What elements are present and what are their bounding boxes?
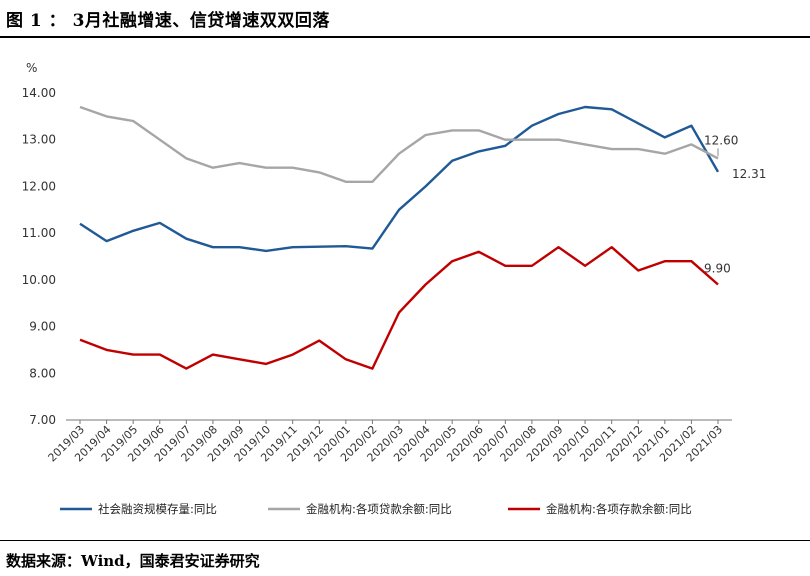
legend-label-1: 金融机构:各项贷款余额:同比 — [306, 502, 452, 516]
y-tick-label: 14.00 — [22, 86, 56, 100]
y-tick-label: 8.00 — [29, 366, 56, 380]
source-divider — [0, 540, 810, 541]
series-line-0 — [79, 105, 720, 253]
y-tick-label: 12.00 — [22, 179, 56, 193]
annotation-label: 12.60 — [704, 133, 738, 147]
legend: 社会融资规模存量:同比 金融机构:各项贷款余额:同比 金融机构:各项存款余额:同比 — [60, 502, 692, 516]
value-annotations: 12.60 12.31 9.90 — [704, 133, 766, 275]
annotation-label: 12.31 — [732, 167, 766, 181]
y-tick-label: 9.00 — [29, 320, 56, 334]
series-line-1 — [79, 105, 719, 184]
y-tick-label: 7.00 — [29, 413, 56, 427]
x-axis-ticks: 2019/032019/042019/052019/062019/072019/… — [46, 420, 725, 464]
y-tick-label: 10.00 — [22, 273, 56, 287]
y-tick-label: 11.00 — [22, 226, 56, 240]
line-chart: % 7.008.009.0010.0011.0012.0013.0014.00 … — [22, 61, 767, 516]
source-note: 数据来源：Wind，国泰君安证券研究 — [6, 552, 260, 570]
annotation-label: 9.90 — [704, 262, 731, 276]
title-divider — [0, 36, 810, 38]
series-line-2 — [79, 245, 719, 370]
legend-label-2: 金融机构:各项存款余额:同比 — [546, 502, 692, 516]
legend-label-0: 社会融资规模存量:同比 — [98, 502, 217, 516]
figure-title: 图 1 ： 3月社融增速、信贷增速双双回落 — [6, 11, 330, 31]
series-lines — [79, 105, 720, 370]
y-axis-unit-label: % — [26, 61, 37, 75]
y-tick-label: 13.00 — [22, 133, 56, 147]
y-axis-ticks: 7.00 8.00 9.00 10.00 11.00 12.00 13.00 14.00 — [22, 86, 56, 427]
